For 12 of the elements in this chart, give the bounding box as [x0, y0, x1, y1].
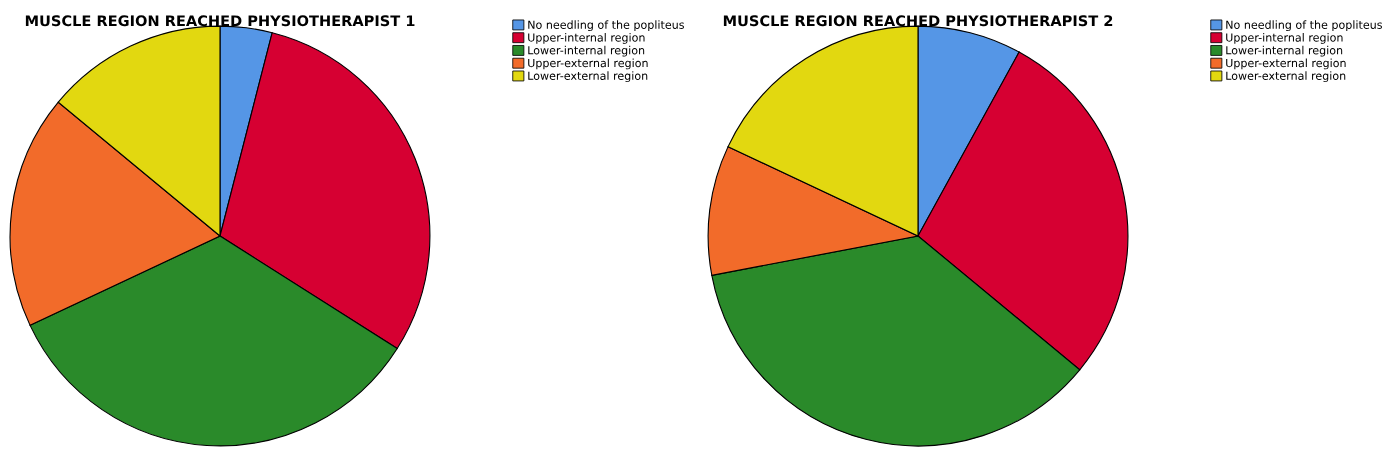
- chart-title: MUSCLE REGION REACHED PHYSIOTHERAPIST 2: [723, 15, 1113, 27]
- legend-label: No needling of the popliteus: [1226, 20, 1382, 32]
- legend-label: Upper-internal region: [528, 33, 645, 44]
- legend-label: Lower-external region: [528, 71, 648, 83]
- legend-label: No needling of the popliteus: [528, 20, 684, 32]
- legend-label: Upper-external region: [528, 58, 648, 70]
- legend-label: Lower-internal region: [1226, 45, 1343, 57]
- legend-label: Upper-external region: [1226, 58, 1346, 70]
- chart-title: MUSCLE REGION REACHED PHYSIOTHERAPIST 1: [25, 15, 415, 27]
- legend-label: Upper-internal region: [1226, 33, 1343, 44]
- legend-label: Lower-external region: [1226, 71, 1346, 83]
- legend-label: Lower-internal region: [528, 45, 645, 57]
